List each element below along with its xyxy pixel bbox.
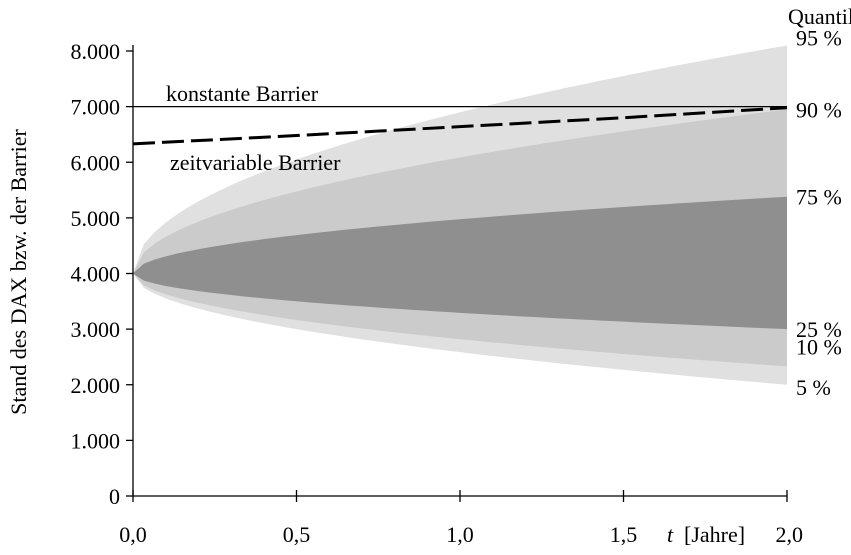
y-tick-label: 1.000 [71,428,121,453]
x-tick-label: 2,0 [776,522,804,547]
x-tick-label: 1,5 [610,522,638,547]
x-axis-unit-symbol: t [667,522,674,547]
labels: Stand des DAX bzw. der Barrier Quantile … [6,4,851,547]
y-axis-label: Stand des DAX bzw. der Barrier [6,128,31,414]
barrier-label-variable: zeitvariable Barrier [170,150,341,175]
legend-title: Quantile [788,4,851,29]
y-tick-label: 8.000 [71,39,121,64]
quantile-label: 75 % [796,185,842,210]
barrier-lines [132,106,788,146]
axes: 0 1.000 2.000 3.000 4.000 5.000 6.000 7.000 8.00… [71,39,804,547]
x-axis-unit-text: [Jahre] [684,522,745,547]
y-tick-label: 7.000 [71,95,121,120]
x-tick-label: 0,5 [283,522,311,547]
quantile-label: 10 % [796,334,842,359]
quantile-label: 90 % [796,97,842,122]
y-tick-label: 3.000 [71,317,121,342]
y-tick-label: 0 [109,484,120,509]
quantile-label: 5 % [796,375,831,400]
barrier-label-constant: konstante Barrier [166,81,319,106]
y-tick-label: 2.000 [71,373,121,398]
quantile-bands [133,45,787,385]
y-tick-label: 5.000 [71,206,121,231]
quantile-label: 95 % [796,25,842,50]
quantile-label: 25 % [796,317,842,342]
y-tick-label: 6.000 [71,150,121,175]
quantile-band-3 [133,196,787,330]
x-tick-label: 1,0 [446,522,474,547]
y-tick-label: 4.000 [71,262,121,287]
barrier-line-variable [132,106,788,146]
x-tick-label: 0,0 [119,522,147,547]
